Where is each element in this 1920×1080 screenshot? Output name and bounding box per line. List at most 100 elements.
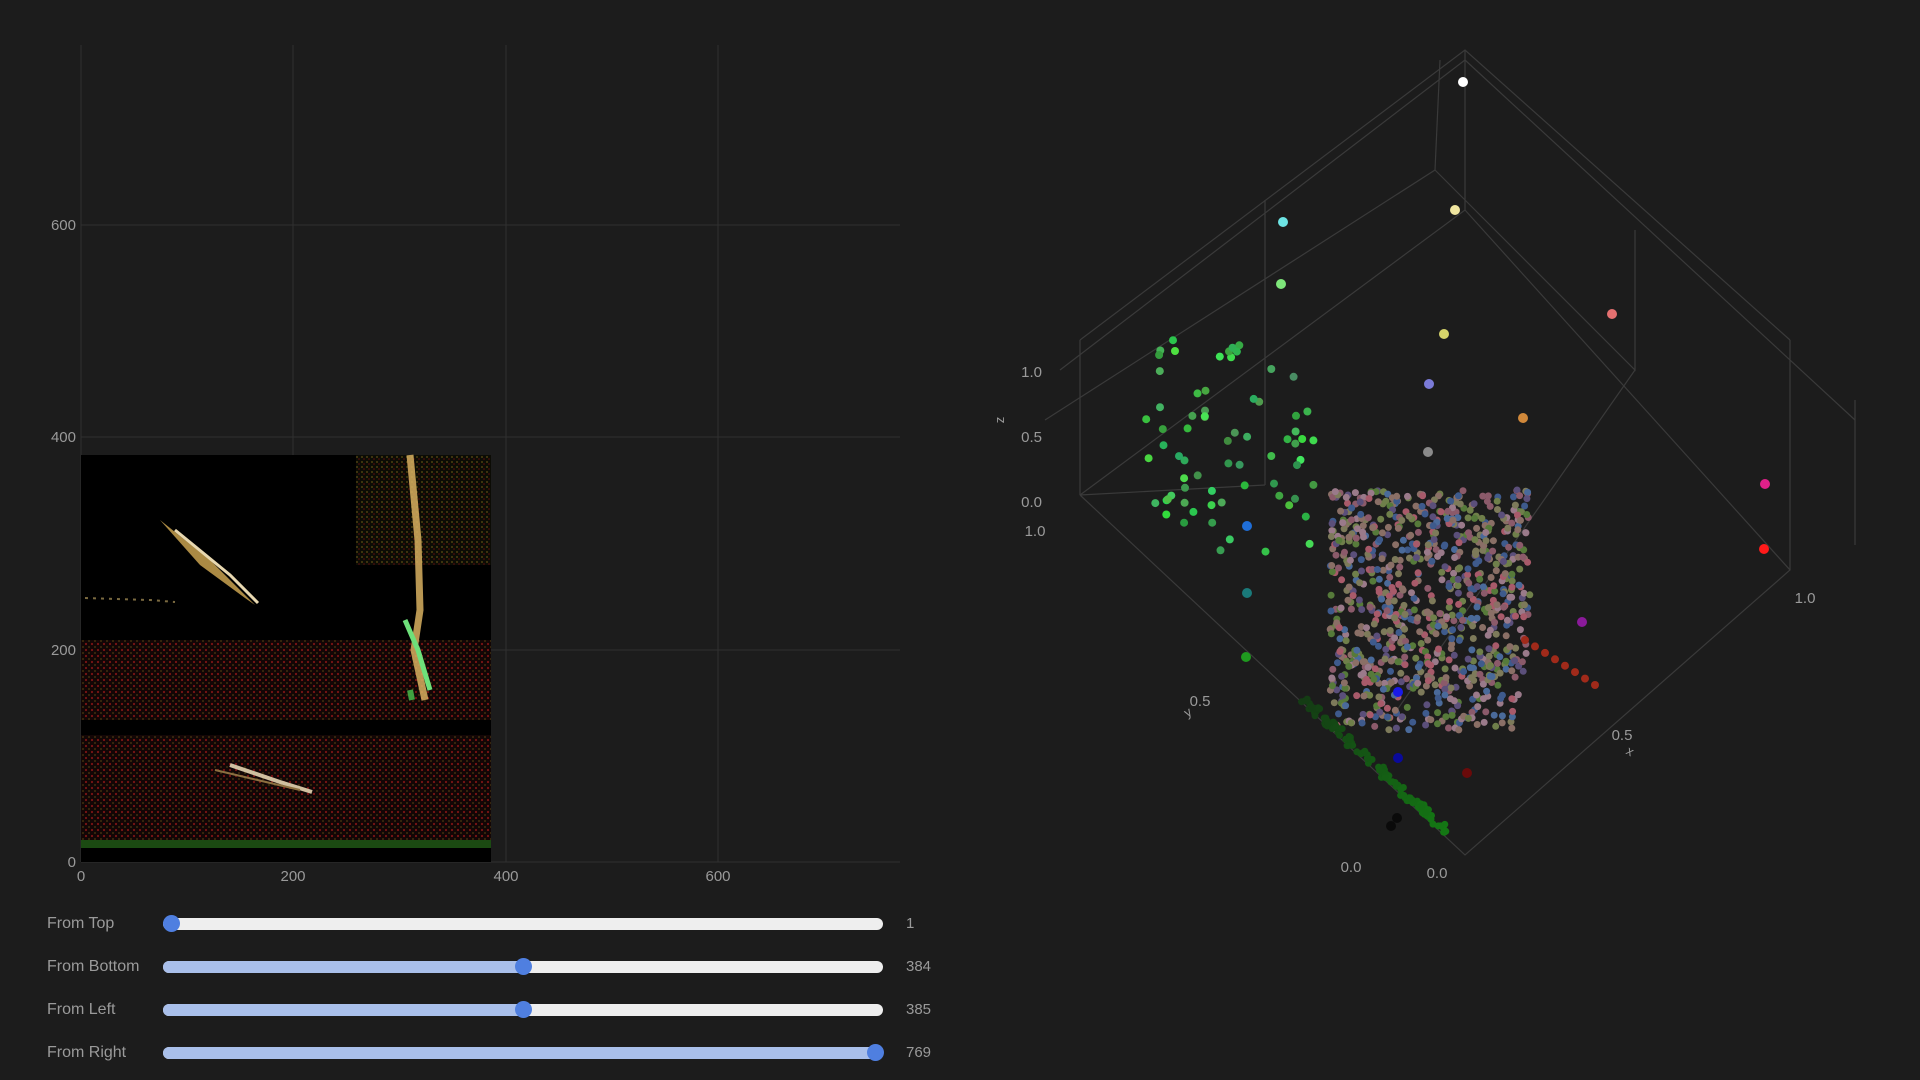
scatter-point [1522,649,1530,657]
scatter-point [1357,623,1365,631]
scatter-point [1441,628,1449,636]
scatter-point [1422,648,1429,656]
slider-thumb[interactable] [867,1044,884,1061]
scatter-point [1480,718,1488,726]
y-tick: 0.0 [1341,859,1362,876]
scatter-point [1441,541,1449,549]
scatter-point [1344,596,1352,604]
slider-thumb[interactable] [515,958,532,975]
scatter-point [1434,720,1441,728]
scatter-point [1459,616,1467,624]
scatter-point [1438,568,1446,576]
scatter-point [1393,497,1401,505]
scatter-point [1367,489,1375,497]
scatter-point [1379,685,1387,693]
scatter-point [1422,721,1430,729]
scatter-point [1441,665,1449,673]
scatter-point [1384,490,1392,498]
scatter-point [1349,592,1357,600]
scatter-point [1330,699,1338,707]
scatter-point [1336,731,1343,739]
scatter-point [1398,713,1406,721]
scatter-point [1607,309,1617,319]
scatter-point [1516,565,1524,573]
scatter-point [1424,653,1432,661]
scatter-point [1180,518,1189,527]
scatter-point [1410,606,1418,614]
scatter-point [1494,681,1502,689]
image-plot[interactable]: 0 200 400 600 0 200 400 600 [0,0,940,890]
scatter-point [1337,507,1345,515]
scatter-point [1360,533,1367,541]
scatter-point [1511,673,1519,681]
scatter-point [1526,591,1534,599]
image-plot-panel[interactable]: 0 200 400 600 0 200 400 600 [0,0,940,890]
scatter-point [1361,747,1369,755]
scatter-point [1414,569,1422,577]
scatter-point [1444,507,1452,515]
scatter3d-panel[interactable]: 1.0 0.5 0.0 1.0 0.5 0.0 0.0 0.5 1.0 z y … [960,0,1920,900]
scatter-point [1289,372,1298,381]
scatter-point [1169,336,1177,345]
scatter-point [1366,711,1374,719]
scatter-point [1379,566,1387,574]
scatter-point [1333,686,1341,694]
scatter-point [1401,653,1409,661]
scatter-point [1511,501,1519,509]
slider-value: 1 [906,915,915,932]
scatter-point [1357,556,1365,564]
scatter3d-plot[interactable]: 1.0 0.5 0.0 1.0 0.5 0.0 0.0 0.5 1.0 z y … [960,0,1920,900]
scatter-point [1483,497,1491,505]
scatter-point [1397,786,1405,794]
scatter-point [1345,583,1353,591]
scatter-point [1473,583,1481,591]
from-top-slider[interactable] [163,915,883,932]
scatter-point [1448,635,1456,643]
scatter-point [1348,504,1356,512]
scatter-point [1449,626,1457,634]
scatter-point [1490,582,1498,590]
scatter-point [1400,601,1408,609]
scatter-point [1367,656,1375,664]
scatter-point [1352,534,1360,542]
scatter-point [1422,682,1430,690]
scatter-point [1412,502,1420,510]
scatter-point [1359,658,1367,666]
scatter-point [1364,514,1372,522]
x-tick: 0.5 [1612,727,1633,744]
scatter-point [1331,488,1339,496]
scatter-point [1521,601,1528,609]
scatter-point [1395,570,1402,578]
scatter-point [1201,406,1209,415]
scatter-point [1421,510,1429,518]
x-tick: 0 [77,868,85,885]
scatter-point [1451,554,1459,561]
scatter-point [1448,711,1456,719]
scatter-point [1397,678,1405,686]
scatter-point [1359,710,1367,718]
slider-value: 384 [906,958,932,975]
scatter-point [1396,591,1404,599]
from-left-slider[interactable] [163,1001,883,1018]
scatter-point [1467,584,1475,592]
y-tick: 0.5 [1190,693,1211,710]
from-right-slider[interactable] [163,1044,884,1061]
scatter-point [1249,394,1258,403]
slider-fill [163,961,523,973]
scatter-point [1413,540,1420,548]
scatter-point [1328,520,1336,528]
slider-thumb[interactable] [163,915,180,932]
scatter-point [1394,524,1402,532]
scatter-point [1344,499,1351,507]
from-bottom-slider[interactable] [163,958,883,975]
scatter-point [1391,556,1399,563]
scatter-point [1301,512,1310,521]
y-tick-labels: 0 200 400 600 [51,217,76,871]
scatter-point [1411,579,1419,587]
slider-thumb[interactable] [515,1001,532,1018]
scatter-point [1398,585,1406,593]
scatter-point [1424,636,1432,644]
scatter-point [1375,642,1382,650]
y-tick: 200 [51,642,76,659]
scatter-point [1760,479,1770,489]
